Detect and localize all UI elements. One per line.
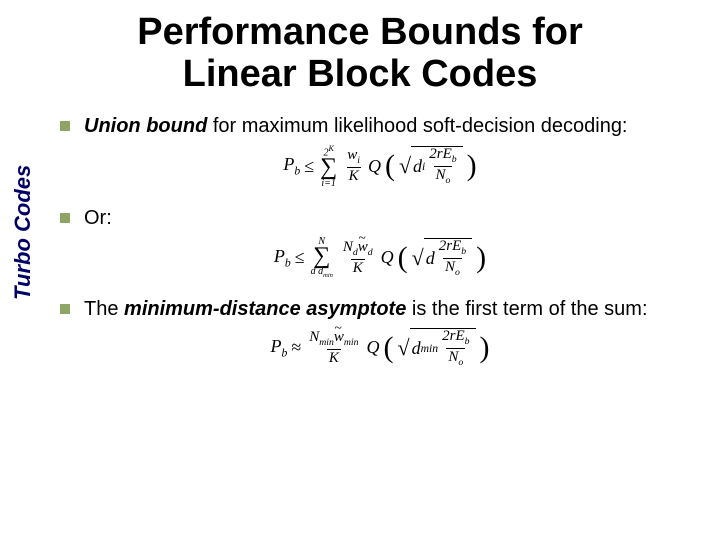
bullet-icon [60,213,70,223]
slide-title: Performance Bounds for Linear Block Code… [0,0,720,114]
sidebar-label: Turbo Codes [10,165,36,300]
bullet-3-pre: The [84,298,124,320]
bullet-3-bold: minimum-distance asymptote [124,298,406,320]
formula-2: Pb ≤ N ∑ d dmin Ndwd K Q ( √ d 2rEb No [60,237,700,279]
bullet-item: Union bound for maximum likelihood soft-… [60,114,700,139]
bullet-text-1: Union bound for maximum likelihood soft-… [84,114,628,139]
bullet-3-post: is the first term of the sum: [406,298,647,320]
bullet-1-rest: for maximum likelihood soft-decision dec… [207,115,627,137]
formula-1: Pb ≤ 2K ∑ i=1 wi K Q ( √ di 2rEb No [60,145,700,188]
title-line-2: Linear Block Codes [183,53,538,95]
bullet-text-2: Or: [84,206,112,231]
bullet-icon [60,121,70,131]
bullet-text-3: The minimum-distance asymptote is the fi… [84,297,648,322]
title-line-1: Performance Bounds for [137,11,583,53]
content-region: Union bound for maximum likelihood soft-… [60,114,720,368]
bullet-icon [60,304,70,314]
bullet-item: Or: [60,206,700,231]
bullet-1-bold: Union bound [84,115,207,137]
formula-3: Pb ≈ Nminwmin K Q ( √ dmin 2rEb No ) [60,328,700,368]
bullet-item: The minimum-distance asymptote is the fi… [60,297,700,322]
